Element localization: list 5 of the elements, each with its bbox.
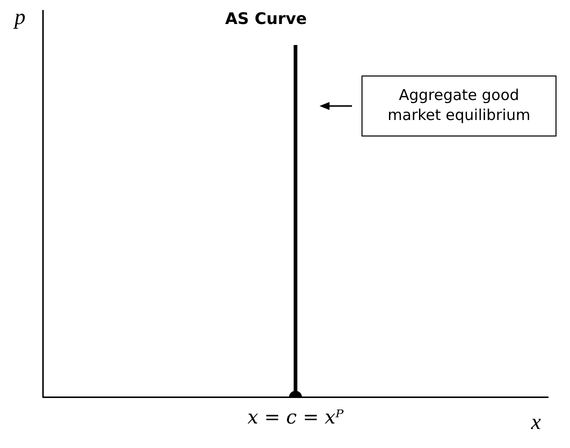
chart-title: AS Curve bbox=[225, 9, 308, 28]
text: p bbox=[12, 4, 26, 29]
text: x bbox=[530, 409, 542, 434]
x-tick-label: x = c = xᴾ bbox=[247, 406, 345, 429]
text: Aggregate good market equilibrium bbox=[388, 86, 530, 124]
